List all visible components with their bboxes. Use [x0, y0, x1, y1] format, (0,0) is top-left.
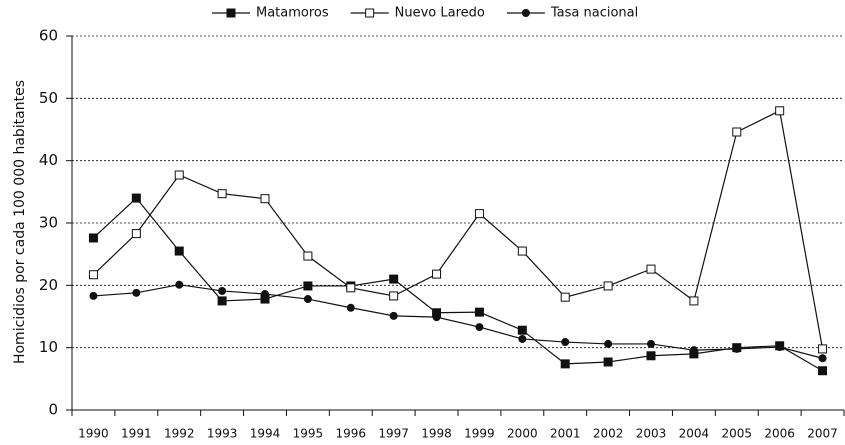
marker	[175, 280, 184, 289]
x-tick-label: 1991	[121, 427, 152, 441]
marker	[88, 233, 98, 243]
series-line	[93, 284, 823, 359]
marker	[174, 170, 184, 180]
marker	[732, 127, 742, 137]
marker	[517, 325, 527, 335]
marker	[88, 270, 98, 280]
marker	[131, 229, 141, 239]
marker	[174, 246, 184, 256]
series-line	[93, 197, 823, 372]
marker	[560, 292, 570, 302]
marker	[560, 359, 570, 369]
marker	[475, 323, 484, 332]
marker	[775, 106, 785, 116]
x-tick-label: 2001	[550, 427, 581, 441]
y-axis-label: Homicidios por cada 100 000 habitantes	[12, 80, 28, 364]
marker	[89, 291, 98, 300]
series-line	[93, 109, 824, 350]
x-tick-label: 1990	[78, 427, 109, 441]
x-tick-label: 2007	[807, 427, 838, 441]
marker	[818, 354, 827, 363]
marker	[518, 334, 527, 343]
y-tick-label: 20	[39, 276, 58, 294]
x-tick-label: 1999	[464, 427, 495, 441]
marker	[604, 339, 613, 348]
marker	[732, 344, 741, 353]
marker	[474, 307, 484, 317]
x-tick-label: 2002	[593, 427, 624, 441]
marker	[389, 274, 399, 284]
marker	[647, 339, 655, 348]
marker	[818, 344, 828, 354]
marker	[689, 346, 698, 355]
marker	[303, 281, 313, 291]
y-tick-label: 60	[39, 27, 58, 45]
legend-label: Tasa nacional	[550, 6, 638, 21]
marker	[474, 209, 484, 219]
legend-label: Matamoros	[256, 6, 329, 21]
marker	[132, 288, 141, 297]
marker	[432, 269, 442, 279]
marker	[646, 351, 656, 361]
marker	[389, 311, 398, 320]
marker	[775, 343, 784, 352]
x-tick-label: 2006	[764, 427, 795, 441]
x-tick-label: 1996	[336, 427, 367, 441]
marker	[432, 313, 441, 322]
x-tick-label: 1993	[207, 427, 238, 441]
marker	[818, 366, 828, 376]
marker	[346, 283, 356, 293]
legend-marker	[521, 9, 530, 17]
y-tick-label: 50	[39, 89, 58, 107]
y-tick-label: 30	[39, 214, 58, 232]
marker	[217, 189, 227, 199]
legend-marker	[365, 8, 375, 18]
y-tick-label: 40	[39, 151, 58, 169]
marker	[217, 296, 227, 306]
marker	[260, 194, 270, 204]
marker	[646, 264, 656, 274]
x-tick-label: 2000	[507, 427, 538, 441]
x-tick-label: 2003	[636, 427, 667, 441]
x-tick-label: 1998	[421, 427, 452, 441]
marker	[346, 303, 355, 312]
marker	[261, 290, 269, 299]
marker	[603, 281, 613, 291]
marker	[561, 338, 570, 347]
x-tick-label: 2004	[679, 427, 710, 441]
marker	[218, 286, 227, 295]
marker	[689, 296, 699, 306]
y-tick-label: 0	[48, 401, 58, 419]
x-tick-label: 1992	[164, 427, 195, 441]
legend-marker	[226, 8, 236, 18]
x-tick-label: 1994	[250, 427, 281, 441]
x-tick-label: 1995	[293, 427, 324, 441]
x-tick-label: 1997	[378, 427, 409, 441]
marker	[603, 357, 613, 367]
legend-label: Nuevo Laredo	[395, 6, 485, 21]
marker	[303, 295, 312, 304]
marker	[389, 291, 399, 301]
marker	[517, 246, 527, 256]
x-tick-label: 2005	[722, 427, 753, 441]
marker	[131, 193, 141, 203]
y-tick-label: 10	[39, 338, 58, 356]
marker	[303, 251, 313, 261]
